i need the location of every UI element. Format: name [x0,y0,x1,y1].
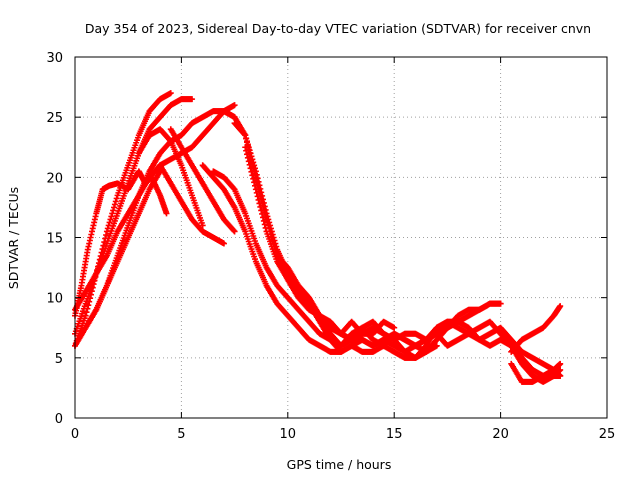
series-track-19 [508,360,564,385]
data-point [242,144,249,151]
x-axis-label: GPS time / hours [287,457,392,472]
data-point [163,210,170,217]
data-point [244,154,251,161]
data-point [110,207,117,214]
data-point [391,324,398,331]
y-tick-label: 5 [55,352,63,367]
chart-title: Day 354 of 2023, Sidereal Day-to-day VTE… [85,21,591,36]
series-track-20 [433,300,504,337]
y-tick-label: 15 [46,232,63,247]
data-point [103,231,110,238]
data-point [557,366,564,373]
data-point [107,216,114,223]
y-tick-label: 20 [46,171,63,186]
data-point [230,227,237,234]
data-point [246,161,253,168]
data-point [259,210,266,217]
data-point [244,151,251,158]
data-point [255,196,262,203]
y-axis-label: SDTVAR / TECUs [6,187,21,289]
data-point [243,135,250,142]
data-point [111,204,118,211]
y-tick-label: 30 [46,51,63,66]
grid-lines [75,57,607,418]
data-point [108,213,115,220]
x-tick-label: 5 [177,427,185,442]
data-point [261,221,268,228]
data-point [241,131,248,138]
data-point [257,203,264,210]
x-tick-label: 25 [599,427,616,442]
series-track-6 [82,108,238,331]
data-point [112,198,119,205]
data-point [83,309,90,316]
data-point [199,222,206,229]
data-point [557,303,564,310]
data-point [111,201,118,208]
data-point [262,224,269,231]
data-point [557,360,564,367]
data-point [254,193,261,200]
series-track-2 [72,96,196,337]
data-point [166,137,173,144]
axis-ticks: 0 5 10 15 20 25 0 5 10 15 20 25 30 [46,51,615,442]
series-track-18 [508,303,564,355]
data-point [189,96,196,103]
data-point [244,139,251,146]
y-tick-label: 0 [55,412,63,427]
data-point [231,228,238,235]
data-point [497,300,504,307]
data-point [258,207,265,214]
x-tick-label: 20 [492,427,509,442]
data-point [557,372,564,379]
series-track-17 [412,318,564,385]
data-point [113,195,120,202]
data-point [243,147,250,154]
x-tick-label: 10 [280,427,297,442]
data-point [259,214,266,221]
y-tick-label: 10 [46,292,63,307]
data-point [249,172,256,179]
data-point [433,342,440,349]
data-point [252,186,259,193]
series-track-9 [146,162,227,247]
data-point [106,219,113,226]
y-tick-label: 25 [46,111,63,126]
data-point [251,179,258,186]
data-point [230,185,237,192]
data-point [250,175,257,182]
data-point [260,217,267,224]
data-point [109,210,116,217]
x-tick-label: 15 [386,427,403,442]
data-point [167,90,174,97]
data-point [231,102,238,109]
data-point [253,189,260,196]
x-tick-label: 0 [71,427,79,442]
data-point [247,165,254,172]
data-points [72,90,564,385]
data-point [220,240,227,247]
data-point [251,182,258,189]
data-point [256,200,263,207]
series-track-7 [135,126,206,229]
data-point [245,158,252,165]
data-point [248,168,255,175]
data-point [242,132,249,139]
series-track-8 [167,126,238,235]
